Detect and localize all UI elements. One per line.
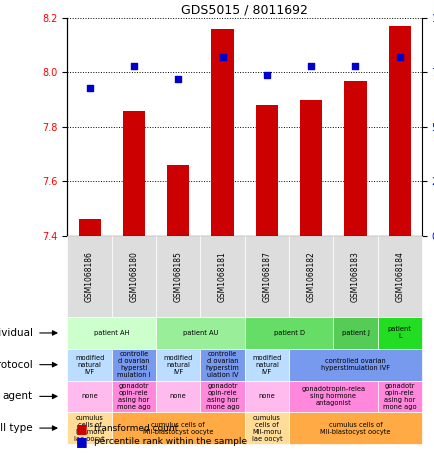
Text: patient
L: patient L: [387, 327, 411, 339]
Text: individual: individual: [0, 328, 33, 338]
Point: [395, 53, 402, 61]
Text: modified
natural
IVF: modified natural IVF: [163, 355, 192, 375]
Bar: [299, 100, 322, 236]
Bar: [78, 219, 100, 236]
Point: [351, 63, 358, 70]
Point: [86, 84, 93, 92]
Point: [263, 71, 270, 78]
Text: agent: agent: [3, 391, 33, 401]
Text: GSM1068184: GSM1068184: [395, 251, 403, 302]
Text: patient J: patient J: [341, 330, 368, 336]
Text: percentile rank within the sample: percentile rank within the sample: [93, 437, 246, 446]
Text: gonadotr
opin-rele
asing hor
mone ago: gonadotr opin-rele asing hor mone ago: [117, 383, 150, 410]
Title: GDS5015 / 8011692: GDS5015 / 8011692: [181, 4, 307, 17]
Text: controlle
d ovarian
hypersti
mulation I: controlle d ovarian hypersti mulation I: [117, 351, 150, 378]
Text: gonadotr
opin-rele
asing hor
mone ago: gonadotr opin-rele asing hor mone ago: [382, 383, 416, 410]
Point: [219, 53, 226, 61]
Bar: [167, 165, 189, 236]
Text: GSM1068186: GSM1068186: [85, 251, 94, 302]
Bar: [255, 105, 277, 236]
Text: gonadotr
opin-rele
asing hor
mone ago: gonadotr opin-rele asing hor mone ago: [205, 383, 239, 410]
Text: cumulus cells of
MII-blastocyst oocyte: cumulus cells of MII-blastocyst oocyte: [143, 422, 213, 434]
Text: cumulus
cells of
MII-moru
lae oocyt: cumulus cells of MII-moru lae oocyt: [251, 414, 282, 442]
Text: GSM1068187: GSM1068187: [262, 251, 271, 302]
Bar: [344, 81, 366, 236]
Text: ■: ■: [76, 422, 88, 434]
Text: cumulus cells of
MII-blastocyst oocyte: cumulus cells of MII-blastocyst oocyte: [319, 422, 390, 434]
Text: patient D: patient D: [273, 330, 304, 336]
Text: controlled ovarian
hyperstimulation IVF: controlled ovarian hyperstimulation IVF: [320, 358, 389, 371]
Text: modified
natural
IVF: modified natural IVF: [75, 355, 104, 375]
Text: patient AU: patient AU: [182, 330, 217, 336]
Text: GSM1068180: GSM1068180: [129, 251, 138, 302]
Text: protocol: protocol: [0, 360, 33, 370]
Point: [130, 63, 137, 70]
Text: none: none: [258, 393, 275, 400]
Text: transformed count: transformed count: [93, 424, 178, 433]
Bar: [211, 29, 233, 236]
Text: patient AH: patient AH: [94, 330, 129, 336]
Bar: [122, 111, 145, 236]
Text: GSM1068185: GSM1068185: [173, 251, 182, 302]
Bar: [388, 26, 410, 236]
Point: [307, 63, 314, 70]
Text: none: none: [169, 393, 186, 400]
Text: gonadotropin-relea
sing hormone
antagonist: gonadotropin-relea sing hormone antagoni…: [301, 386, 365, 406]
Text: GSM1068182: GSM1068182: [306, 251, 315, 302]
Text: ■: ■: [76, 435, 88, 448]
Text: cumulus
cells of
MII-moru
lae oocyt: cumulus cells of MII-moru lae oocyt: [74, 414, 105, 442]
Text: GSM1068181: GSM1068181: [217, 251, 227, 302]
Text: controlle
d ovarian
hyperstim
ulation IV: controlle d ovarian hyperstim ulation IV: [205, 351, 239, 378]
Text: GSM1068183: GSM1068183: [350, 251, 359, 302]
Text: cell type: cell type: [0, 423, 33, 433]
Text: modified
natural
IVF: modified natural IVF: [252, 355, 281, 375]
Point: [174, 75, 181, 82]
Text: none: none: [81, 393, 98, 400]
